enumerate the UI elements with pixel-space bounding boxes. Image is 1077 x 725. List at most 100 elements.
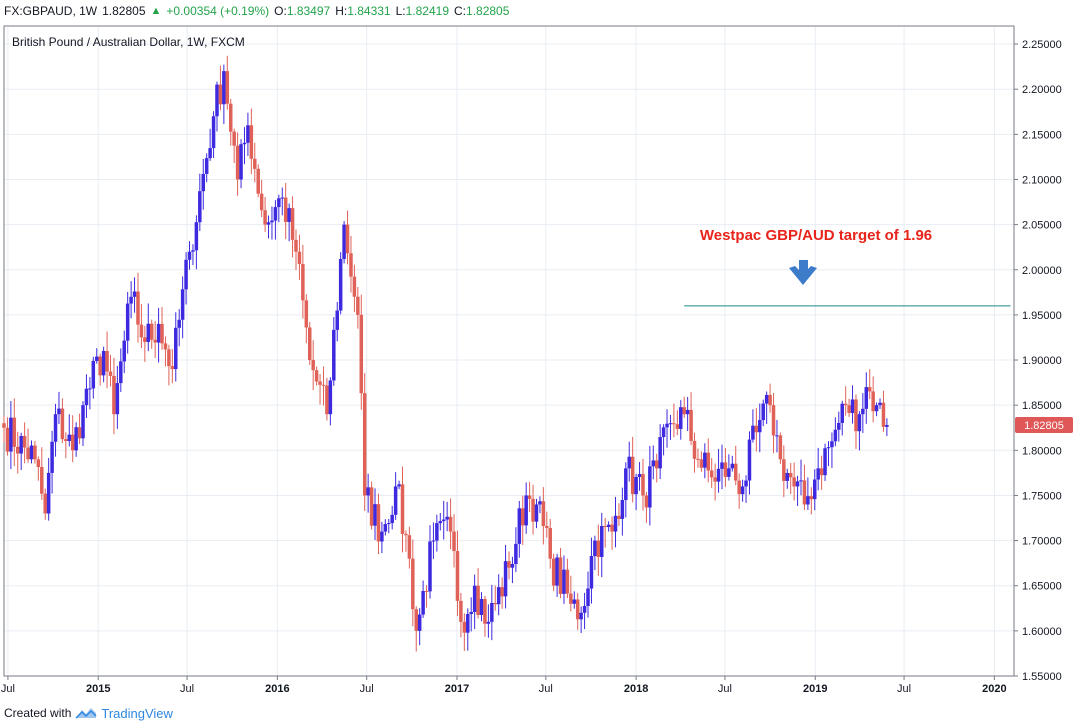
candle-body	[5, 427, 10, 452]
candle-body	[29, 445, 34, 460]
candle-body	[81, 405, 85, 439]
y-tick-label: 1.80000	[1022, 445, 1062, 457]
candle-body	[541, 501, 546, 526]
candle-body	[792, 477, 796, 487]
candle-body	[620, 499, 625, 519]
candle-body	[778, 435, 783, 460]
candle-body	[658, 437, 662, 469]
candle-body	[758, 420, 762, 433]
target-annotation: Westpac GBP/AUD target of 1.96	[700, 227, 932, 244]
candle-body	[64, 439, 68, 441]
candle-body	[246, 125, 250, 143]
candle-body	[280, 197, 285, 199]
candle-body	[579, 612, 583, 620]
candle-body	[119, 361, 123, 384]
candle-body	[149, 323, 154, 340]
candle-body	[448, 516, 453, 532]
y-tick-label: 2.10000	[1022, 174, 1062, 186]
candle-body	[325, 385, 329, 415]
candle-body	[737, 480, 741, 495]
chart-area[interactable]: British Pound / Australian Dollar, 1W, F…	[0, 22, 1077, 700]
candle-body	[194, 222, 199, 251]
candle-body	[70, 434, 75, 451]
candle-body	[692, 440, 697, 459]
high-value: 1.84331	[347, 4, 391, 18]
candle-body	[167, 349, 171, 367]
candle-body	[606, 524, 611, 528]
candle-body	[534, 504, 539, 522]
candle-body	[809, 496, 814, 500]
candle-body	[407, 535, 412, 559]
candle-body	[311, 360, 315, 371]
candle-body	[170, 366, 175, 370]
y-tick-label: 1.55000	[1022, 671, 1062, 683]
candle-body	[270, 220, 274, 223]
candle-body	[782, 459, 786, 481]
candle-body	[545, 525, 549, 528]
symbol-header: FX:GBPAUD, 1W 1.82805 ▲ +0.00354 (+0.19%…	[0, 0, 1077, 22]
candle-body	[332, 329, 336, 381]
candle-body	[88, 388, 92, 390]
candle-body	[654, 460, 659, 469]
candle-body	[630, 456, 635, 495]
candle-body	[527, 495, 532, 499]
y-tick-label: 1.65000	[1022, 581, 1062, 593]
y-tick-label: 2.25000	[1022, 39, 1062, 51]
candle-body	[795, 481, 800, 487]
candle-body	[431, 540, 436, 542]
candle-body	[314, 370, 319, 382]
x-tick-label: 2015	[86, 683, 110, 695]
candle-body	[531, 498, 535, 522]
candle-body	[122, 340, 126, 362]
candle-body	[452, 531, 456, 552]
candle-body	[294, 239, 298, 252]
candle-body	[356, 296, 360, 315]
candle-body	[720, 462, 724, 469]
candle-body	[727, 468, 731, 477]
candle-body	[593, 540, 597, 557]
candle-body	[290, 208, 295, 240]
candle-body	[806, 496, 810, 505]
candle-body	[125, 303, 130, 341]
candle-body	[105, 351, 109, 372]
candle-body	[321, 384, 326, 386]
candle-body	[424, 590, 429, 592]
candle-body	[400, 484, 405, 534]
candle-body	[830, 441, 834, 448]
candle-body	[266, 222, 271, 225]
candle-body	[551, 558, 556, 586]
candle-body	[500, 587, 504, 597]
candle-body	[885, 424, 889, 427]
candle-body	[861, 408, 865, 415]
x-tick-label: 2020	[982, 683, 1006, 695]
candle-body	[191, 250, 195, 252]
candle-body	[74, 427, 78, 451]
candle-body	[637, 474, 642, 477]
candle-body	[788, 472, 793, 478]
price-chart[interactable]: British Pound / Australian Dollar, 1W, F…	[0, 22, 1077, 700]
candle-body	[338, 258, 343, 311]
candle-body	[524, 495, 528, 526]
candle-body	[249, 125, 254, 159]
chart-title: British Pound / Australian Dollar, 1W, F…	[12, 35, 245, 49]
candle-body	[847, 405, 851, 414]
open-value: 1.83497	[286, 4, 331, 18]
candle-body	[318, 381, 322, 385]
candle-body	[328, 380, 333, 415]
candle-body	[428, 541, 432, 592]
candle-body	[634, 476, 638, 495]
candle-body	[352, 276, 357, 297]
candle-body	[706, 452, 711, 471]
time-axis: Jul 2015 Jul 2016 Jul 2017 Jul 2018 Jul 2019 Jul 20…	[1, 676, 1007, 695]
tradingview-link[interactable]: TradingView	[101, 705, 173, 721]
candle-body	[685, 409, 690, 415]
candle-body	[833, 429, 838, 442]
candle-body	[198, 191, 202, 223]
candle-body	[397, 484, 401, 487]
candle-body	[503, 561, 508, 597]
symbol-label[interactable]: FX:GBPAUD, 1W	[4, 4, 98, 18]
candle-body	[19, 435, 23, 454]
candle-body	[366, 487, 370, 496]
candle-body	[600, 526, 604, 557]
candle-body	[277, 198, 281, 208]
